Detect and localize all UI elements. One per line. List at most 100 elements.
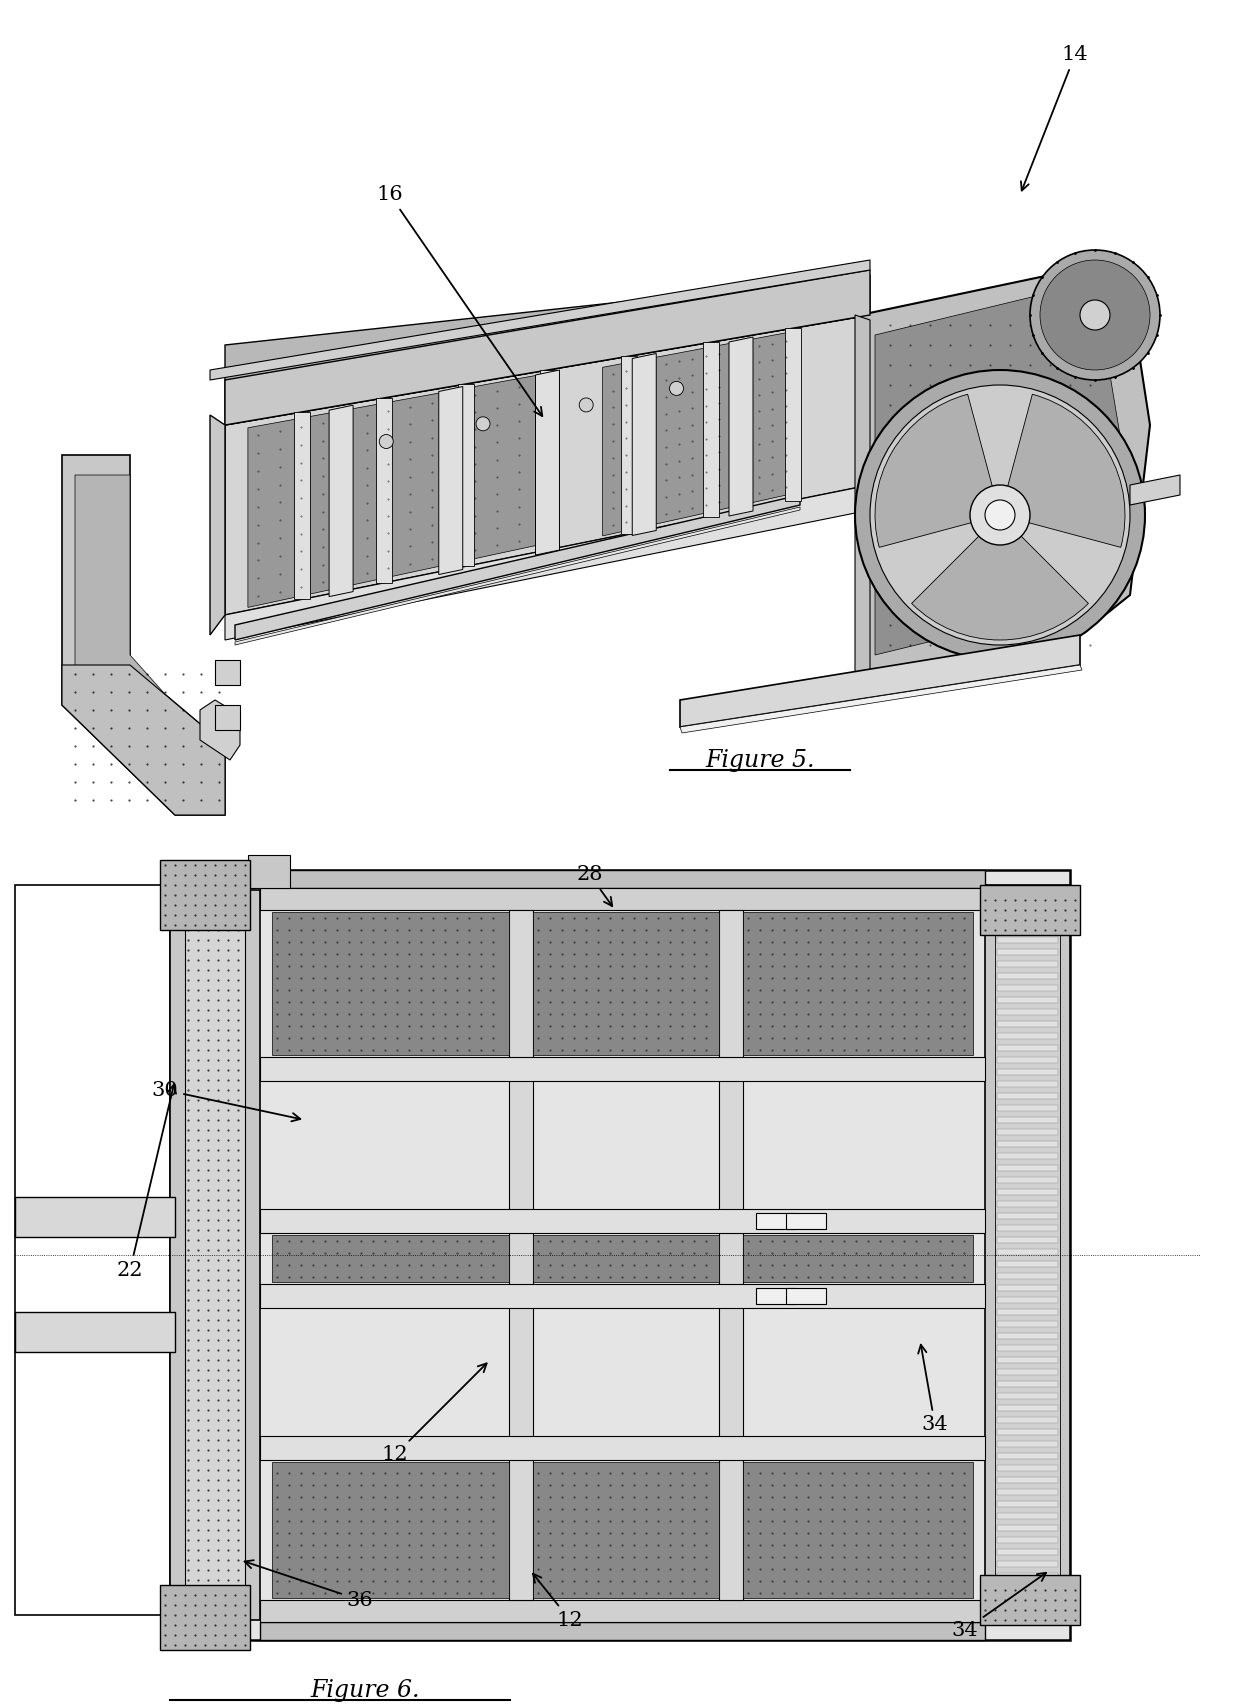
Polygon shape [680,634,1080,726]
Circle shape [870,385,1130,644]
Polygon shape [224,269,870,425]
Polygon shape [1130,476,1180,505]
Polygon shape [539,370,556,551]
Polygon shape [997,900,1058,907]
Polygon shape [856,315,870,691]
Polygon shape [215,660,241,685]
Polygon shape [62,665,224,815]
Polygon shape [74,476,215,789]
Circle shape [856,370,1145,660]
Polygon shape [997,1057,1058,1062]
Polygon shape [997,1033,1058,1038]
Polygon shape [875,295,1120,655]
Polygon shape [756,1212,796,1229]
Polygon shape [997,1550,1058,1555]
Polygon shape [997,912,1058,919]
Circle shape [1080,300,1110,331]
Polygon shape [248,854,290,888]
Polygon shape [170,890,260,1620]
Polygon shape [997,1574,1058,1579]
Polygon shape [997,1441,1058,1448]
Text: 30: 30 [151,1081,300,1122]
Polygon shape [260,870,985,888]
Text: 34: 34 [918,1345,949,1434]
Text: Figure 5.: Figure 5. [706,748,815,771]
Polygon shape [997,1610,1058,1615]
Polygon shape [236,494,800,639]
Polygon shape [439,387,463,575]
Polygon shape [997,1117,1058,1124]
Polygon shape [997,1250,1058,1255]
Polygon shape [997,1238,1058,1243]
Polygon shape [997,926,1058,931]
Polygon shape [458,384,474,566]
Polygon shape [997,950,1058,955]
Polygon shape [200,701,241,760]
Polygon shape [533,1463,719,1598]
Polygon shape [215,704,241,730]
Polygon shape [997,1453,1058,1459]
Polygon shape [533,912,719,1055]
Polygon shape [224,275,870,425]
Text: 34: 34 [951,1572,1047,1640]
Circle shape [970,484,1030,546]
Polygon shape [997,1477,1058,1483]
Polygon shape [997,1500,1058,1507]
Polygon shape [997,1417,1058,1424]
Polygon shape [997,1333,1058,1338]
Polygon shape [603,331,796,535]
Polygon shape [743,912,973,1055]
Circle shape [1040,259,1149,370]
Polygon shape [997,1598,1058,1603]
Polygon shape [62,455,224,815]
Wedge shape [875,394,999,547]
Polygon shape [997,1262,1058,1267]
Polygon shape [15,1197,175,1236]
Circle shape [1030,251,1159,380]
Polygon shape [997,1488,1058,1495]
Polygon shape [997,1200,1058,1207]
Circle shape [985,500,1016,530]
Polygon shape [729,338,753,517]
Polygon shape [997,1153,1058,1159]
Polygon shape [997,1357,1058,1362]
Polygon shape [376,397,392,583]
Text: 12: 12 [382,1364,486,1465]
Text: Figure 6.: Figure 6. [310,1678,419,1702]
Polygon shape [260,1436,985,1459]
Polygon shape [997,1465,1058,1471]
Text: 16: 16 [377,186,542,416]
Polygon shape [260,1599,985,1621]
Polygon shape [224,315,870,616]
Polygon shape [997,888,1058,895]
Polygon shape [997,1224,1058,1231]
Circle shape [670,382,683,396]
Polygon shape [997,1274,1058,1279]
Polygon shape [997,1405,1058,1412]
Polygon shape [997,997,1058,1003]
Polygon shape [508,910,533,1599]
Polygon shape [170,870,1070,1640]
Polygon shape [980,885,1080,934]
Polygon shape [997,985,1058,991]
Polygon shape [15,1313,175,1352]
Polygon shape [533,1234,719,1282]
Polygon shape [997,1586,1058,1591]
Polygon shape [997,1009,1058,1014]
Circle shape [476,416,490,431]
Polygon shape [260,1621,985,1640]
Polygon shape [861,275,1149,685]
Polygon shape [632,353,656,535]
Text: 28: 28 [577,866,613,905]
Polygon shape [160,859,250,929]
Polygon shape [248,373,551,607]
Polygon shape [997,1512,1058,1519]
Wedge shape [911,515,1089,639]
Polygon shape [997,1298,1058,1303]
Polygon shape [786,1212,826,1229]
Polygon shape [997,1345,1058,1350]
Polygon shape [997,1381,1058,1386]
Polygon shape [680,665,1083,733]
Polygon shape [272,912,508,1055]
Polygon shape [224,484,870,639]
